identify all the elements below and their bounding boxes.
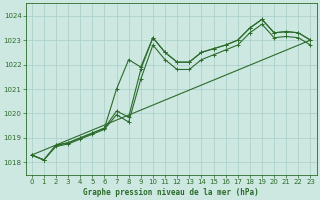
X-axis label: Graphe pression niveau de la mer (hPa): Graphe pression niveau de la mer (hPa) (83, 188, 259, 197)
